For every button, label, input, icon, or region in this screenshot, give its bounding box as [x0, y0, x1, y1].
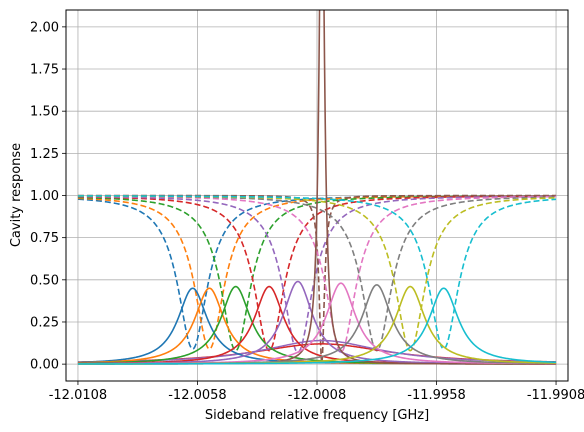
x-tick-label: -12.0008 — [288, 388, 346, 403]
y-tick-label: 0.50 — [30, 273, 59, 288]
x-tick-label: -11.9908 — [527, 388, 584, 403]
peak-line — [77, 287, 557, 365]
dip-line — [77, 195, 557, 354]
y-tick-label: 1.00 — [30, 189, 59, 204]
y-axis-label: Cavity response — [9, 143, 24, 247]
y-tick-label: 2.00 — [30, 20, 59, 35]
x-tick-label: -12.0058 — [168, 388, 226, 403]
y-tick-label: 1.75 — [30, 63, 59, 78]
series-lines — [77, 10, 557, 365]
y-tick-label: 0.00 — [30, 358, 59, 373]
y-tick-label: 1.50 — [30, 105, 59, 120]
y-tick-label: 0.75 — [30, 231, 59, 246]
y-tick-label: 0.25 — [30, 315, 59, 330]
x-axis-label: Sideband relative frequency [GHz] — [205, 408, 429, 423]
x-tick-label: -11.9958 — [407, 388, 465, 403]
x-tick-label: -12.0108 — [49, 388, 107, 403]
dip-line — [77, 195, 557, 354]
dip-line — [77, 194, 557, 365]
axis-ticks: -12.0108 -12.0058 -12.0008 -11.9958 -11.9908… — [30, 20, 584, 403]
y-tick-label: 1.25 — [30, 147, 59, 162]
